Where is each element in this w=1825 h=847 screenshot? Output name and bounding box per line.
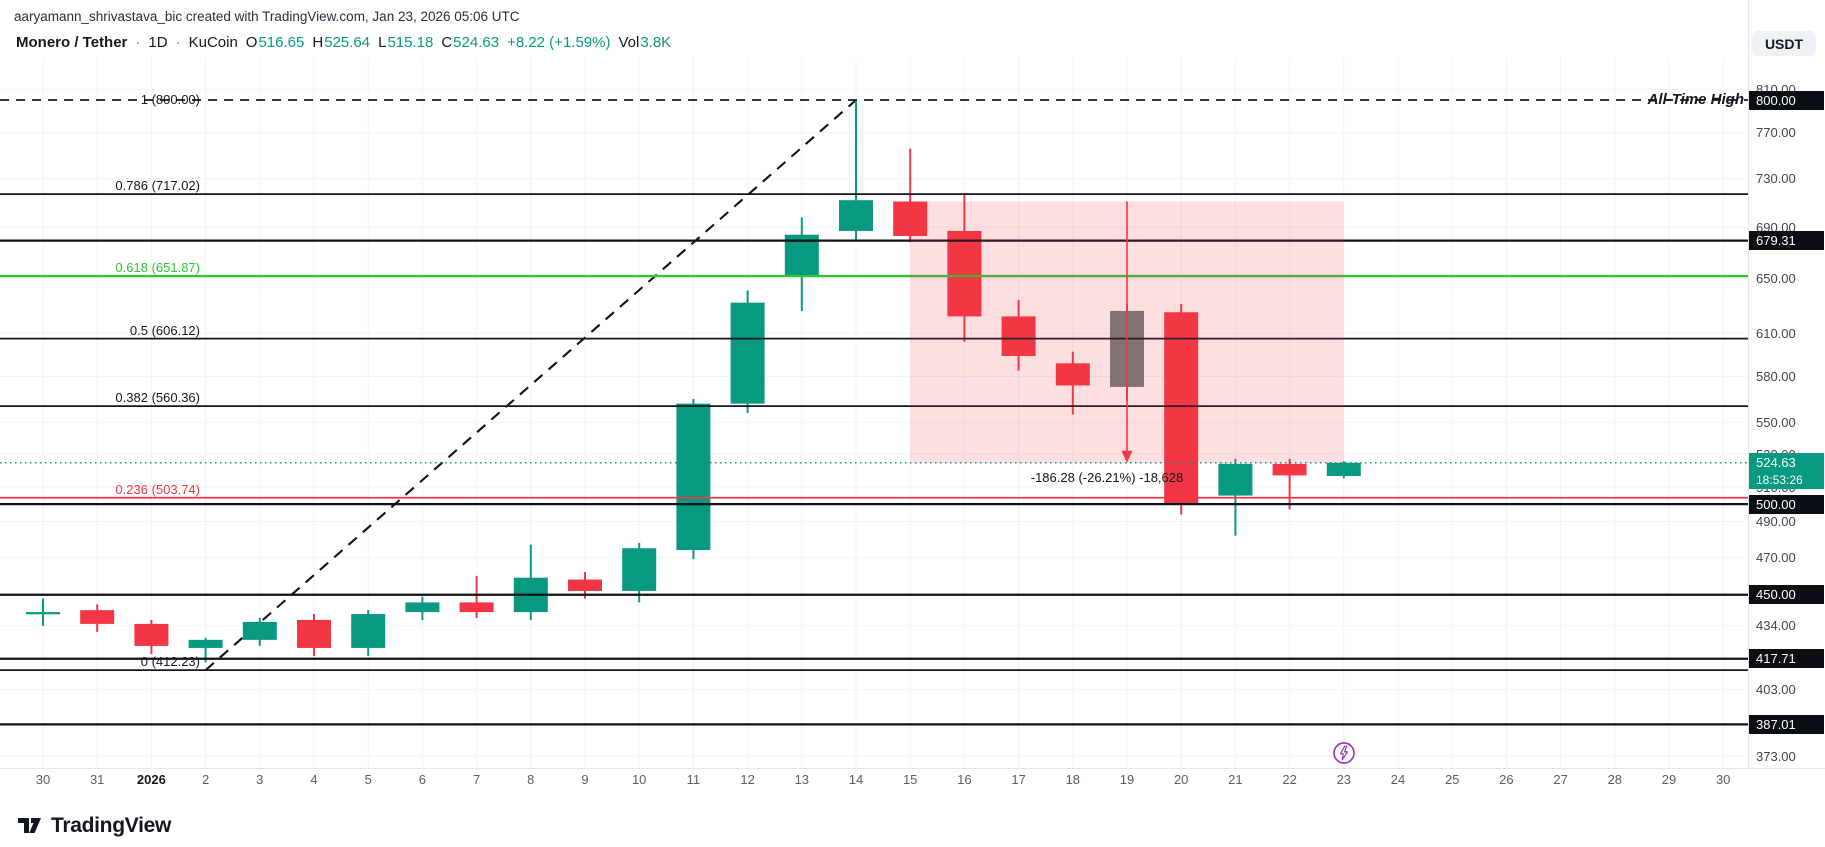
- open-label: O: [245, 34, 258, 51]
- candle-body: [26, 612, 60, 615]
- change-value: +8.22 (+1.59%): [507, 34, 611, 51]
- candle-jan-18[interactable]: [1055, 351, 1090, 415]
- symbol-header: Monero / Tether · 1D · KuCoin O516.65 H5…: [16, 34, 671, 51]
- currency-button[interactable]: USDT: [1752, 31, 1816, 56]
- candle-body: [1272, 463, 1307, 476]
- candle-body: [459, 602, 494, 613]
- candle-body: [1164, 312, 1199, 505]
- candle-jan-15[interactable]: [893, 148, 928, 243]
- candle-body: [80, 610, 115, 624]
- candle-dec-30[interactable]: [26, 598, 60, 626]
- high-value: 525.64: [324, 34, 371, 51]
- candle-jan-4[interactable]: [297, 614, 331, 657]
- separator-dot: ·: [135, 34, 141, 51]
- candle-body: [188, 639, 223, 648]
- candle-body: [622, 548, 657, 591]
- candle-jan-14[interactable]: [839, 100, 873, 240]
- candle-jan-16[interactable]: [947, 192, 982, 342]
- open-value: 516.65: [258, 34, 305, 51]
- candle-jan-7[interactable]: [459, 575, 494, 618]
- candle-body: [893, 201, 928, 236]
- candle-jan-8[interactable]: [513, 544, 548, 620]
- time-axis-separator[interactable]: [0, 768, 1825, 769]
- candle-jan-1[interactable]: [134, 619, 169, 655]
- exchange-name: KuCoin: [188, 34, 238, 51]
- candle-body: [1218, 463, 1253, 496]
- close-value: 524.63: [453, 34, 500, 51]
- ohlc-open: O516.65: [246, 34, 305, 51]
- candle-dec-31[interactable]: [80, 604, 115, 632]
- low-value: 515.18: [387, 34, 434, 51]
- candle-body: [405, 602, 440, 613]
- candle-jan-6[interactable]: [405, 596, 440, 620]
- close-label: C: [441, 34, 453, 51]
- candle-jan-5[interactable]: [351, 610, 386, 657]
- price-axis-separator[interactable]: [1748, 0, 1749, 768]
- candle-jan-10[interactable]: [622, 542, 657, 603]
- candle-body: [568, 579, 602, 591]
- candle-body: [730, 302, 765, 404]
- candle-body: [297, 619, 331, 648]
- candle-jan-11[interactable]: [676, 399, 711, 560]
- tradingview-wordmark: TradingView: [51, 813, 172, 837]
- candle-jan-22[interactable]: [1272, 458, 1307, 510]
- ohlc-high: H525.64: [312, 34, 370, 51]
- candle-body: [1326, 462, 1361, 476]
- volume-readout: Vol3.8K: [618, 34, 671, 51]
- candle-body: [351, 614, 386, 648]
- candle-body: [1055, 363, 1090, 386]
- measure-arrow-head: [1121, 450, 1133, 463]
- ohlc-close: C524.63: [441, 34, 499, 51]
- separator-dot: ·: [175, 34, 181, 51]
- candle-jan-12[interactable]: [730, 290, 765, 413]
- candle-body: [839, 200, 873, 231]
- high-label: H: [312, 34, 324, 51]
- ohlc-low: L515.18: [378, 34, 433, 51]
- candle-body: [134, 623, 169, 646]
- volume-value: 3.8K: [640, 34, 672, 51]
- interval-label[interactable]: 1D: [148, 34, 168, 51]
- attribution-text: aaryamann_shrivastava_bic created with T…: [14, 9, 520, 24]
- candle-jan-3[interactable]: [242, 617, 277, 646]
- candle-body: [242, 621, 277, 640]
- candle-jan-13[interactable]: [784, 217, 819, 311]
- volume-label: Vol: [618, 34, 640, 51]
- candle-body: [947, 230, 982, 317]
- candle-body: [676, 403, 711, 551]
- candle-jan-20[interactable]: [1164, 304, 1199, 515]
- tradingview-logo-mark: [18, 818, 41, 833]
- candle-jan-17[interactable]: [1001, 299, 1036, 371]
- candle-jan-23[interactable]: [1326, 461, 1361, 479]
- tradingview-logo[interactable]: TradingView: [16, 812, 171, 839]
- symbol-name[interactable]: Monero / Tether: [16, 34, 128, 51]
- low-label: L: [378, 34, 387, 51]
- candle-body: [1001, 316, 1036, 357]
